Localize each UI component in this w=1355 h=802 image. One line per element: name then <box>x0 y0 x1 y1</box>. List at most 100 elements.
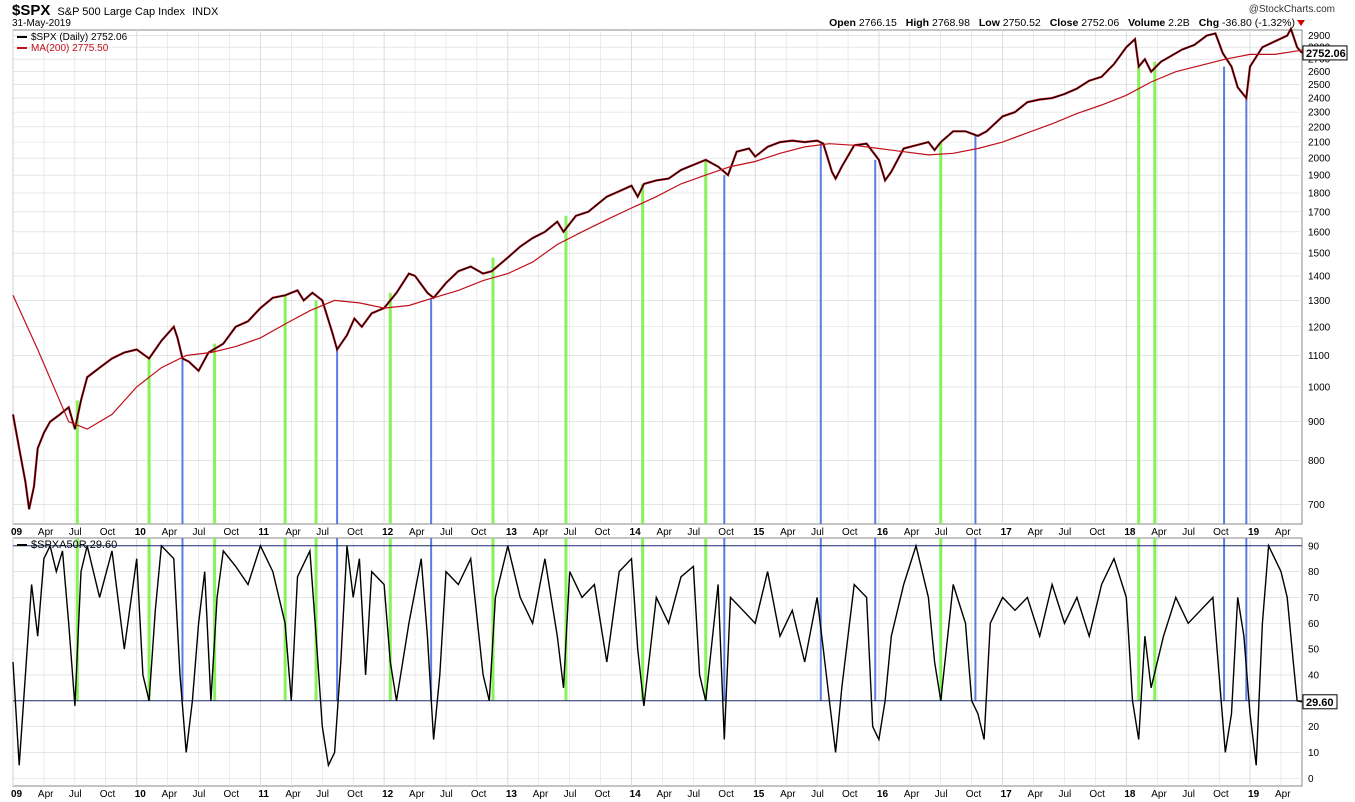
breadth-x-tick-label: Apr <box>285 789 301 800</box>
breadth-x-tick-label: 18 <box>1124 789 1136 800</box>
price-last-value-label: 2752.06 <box>1306 48 1346 60</box>
breadth-x-tick-label: Jul <box>811 789 824 800</box>
price-x-tick-label: Oct <box>471 527 487 538</box>
breadth-series-line <box>12 543 1303 768</box>
chg-value: -36.80 (-1.32%) <box>1222 17 1295 29</box>
price-x-tick-label: 11 <box>258 527 269 538</box>
down-arrow-icon <box>1297 20 1305 26</box>
price-series-line <box>12 27 1303 510</box>
open-label: Open <box>829 17 856 29</box>
price-y-tick-label: 1900 <box>1308 171 1331 182</box>
price-x-tick-label: Jul <box>687 527 700 538</box>
breadth-y-tick-label: 80 <box>1308 567 1320 578</box>
breadth-x-tick-label: Apr <box>656 789 672 800</box>
price-x-tick-label: Apr <box>38 527 54 538</box>
chg-label: Chg <box>1198 17 1220 29</box>
price-x-tick-label: Oct <box>595 527 611 538</box>
price-x-tick-label: Jul <box>564 527 577 538</box>
breadth-x-tick-label: Jul <box>687 789 700 800</box>
price-x-tick-label: Apr <box>1275 527 1291 538</box>
price-last-value-box <box>1302 45 1348 61</box>
price-y-tick-label: 1100 <box>1308 351 1330 362</box>
price-x-tick-label: Oct <box>842 527 858 538</box>
price-y-tick-label: 1200 <box>1308 322 1331 333</box>
breadth-x-tick-label: Jul <box>1182 789 1195 800</box>
breadth-x-tick-label: Apr <box>904 789 920 800</box>
price-y-tick-label: 900 <box>1308 417 1325 428</box>
price-x-tick-label: Oct <box>966 527 982 538</box>
low-value: 2750.52 <box>1002 17 1041 29</box>
breadth-x-tick-label: 09 <box>11 789 23 800</box>
price-x-tick-label: 12 <box>382 527 394 538</box>
symbol: $SPX <box>12 2 51 19</box>
price-x-tick-label: Apr <box>409 527 425 538</box>
price-x-tick-label: 18 <box>1124 527 1136 538</box>
breadth-x-tick-label: 10 <box>135 789 147 800</box>
legend-label: $SPXA50R 29.60 <box>31 539 117 551</box>
breadth-x-tick-label: Jul <box>440 789 453 800</box>
price-x-tick-label: 13 <box>506 527 518 538</box>
breadth-x-tick-label: Apr <box>533 789 549 800</box>
price-x-tick-label: Apr <box>904 527 920 538</box>
chart-title: $SPX S&P 500 Large Cap Index INDX <box>12 2 218 19</box>
price-y-tick-label: 1600 <box>1308 227 1331 238</box>
exchange: INDX <box>192 6 219 18</box>
breadth-y-tick-label: 40 <box>1308 670 1320 681</box>
breadth-y-tick-label: 70 <box>1308 593 1320 604</box>
breadth-x-tick-label: Oct <box>842 789 858 800</box>
high-label: High <box>905 17 930 29</box>
breadth-x-tick-label: Apr <box>409 789 425 800</box>
price-y-tick-label: 1500 <box>1308 249 1331 260</box>
price-x-tick-label: Jul <box>1058 527 1071 538</box>
price-y-tick-label: 1800 <box>1308 188 1331 199</box>
breadth-x-tick-label: 15 <box>753 789 765 800</box>
breadth-x-tick-label: Oct <box>223 789 239 800</box>
price-y-tick-label: 2200 <box>1308 122 1331 133</box>
breadth-x-tick-label: Oct <box>100 789 116 800</box>
breadth-y-tick-label: 50 <box>1308 645 1320 656</box>
breadth-x-tick-label: Oct <box>1213 789 1229 800</box>
breadth-x-tick-label: Oct <box>966 789 982 800</box>
price-y-tick-label: 1000 <box>1308 382 1331 393</box>
breadth-x-tick-label: Apr <box>1151 789 1167 800</box>
low-label: Low <box>978 17 1000 29</box>
open-value: 2766.15 <box>858 17 897 29</box>
breadth-x-tick-label: Jul <box>935 789 948 800</box>
price-panel-frame <box>12 29 1303 525</box>
price-y-tick-label: 700 <box>1308 500 1325 511</box>
price-x-tick-label: Apr <box>780 527 796 538</box>
price-x-tick-label: Apr <box>162 527 178 538</box>
price-y-tick-label: 2000 <box>1308 154 1331 165</box>
price-x-tick-label: 10 <box>135 527 147 538</box>
price-x-tick-label: Oct <box>223 527 239 538</box>
breadth-panel-frame <box>12 537 1303 787</box>
breadth-x-tick-label: Apr <box>38 789 54 800</box>
price-y-tick-label: 1700 <box>1308 207 1331 218</box>
legend-label: $SPX (Daily) 2752.06 <box>31 32 128 43</box>
price-y-tick-label: 2100 <box>1308 138 1331 149</box>
price-y-tick-label: 2500 <box>1308 80 1331 91</box>
breadth-y-tick-label: 10 <box>1308 748 1320 759</box>
price-series-shadow <box>11 26 1303 510</box>
chart-date: 31-May-2019 <box>12 18 71 29</box>
price-y-tick-label: 1400 <box>1308 271 1331 282</box>
breadth-x-tick-label: 19 <box>1248 789 1260 800</box>
price-x-tick-label: Jul <box>193 527 206 538</box>
brand-logo: @StockCharts.com <box>1248 4 1335 15</box>
price-x-tick-label: Apr <box>656 527 672 538</box>
price-x-tick-label: 09 <box>11 527 23 538</box>
price-x-tick-label: 14 <box>630 527 642 538</box>
breadth-x-tick-label: Apr <box>780 789 796 800</box>
volume-label: Volume <box>1128 17 1166 29</box>
price-x-tick-label: Oct <box>718 527 734 538</box>
breadth-x-tick-label: 12 <box>382 789 394 800</box>
breadth-x-tick-label: Oct <box>718 789 734 800</box>
close-value: 2752.06 <box>1081 17 1120 29</box>
price-x-tick-label: Apr <box>285 527 301 538</box>
breadth-x-tick-label: Jul <box>193 789 206 800</box>
breadth-x-tick-label: Apr <box>1275 789 1291 800</box>
price-x-tick-label: Jul <box>811 527 824 538</box>
price-x-tick-label: Jul <box>1182 527 1195 538</box>
breadth-x-tick-label: Apr <box>1028 789 1044 800</box>
